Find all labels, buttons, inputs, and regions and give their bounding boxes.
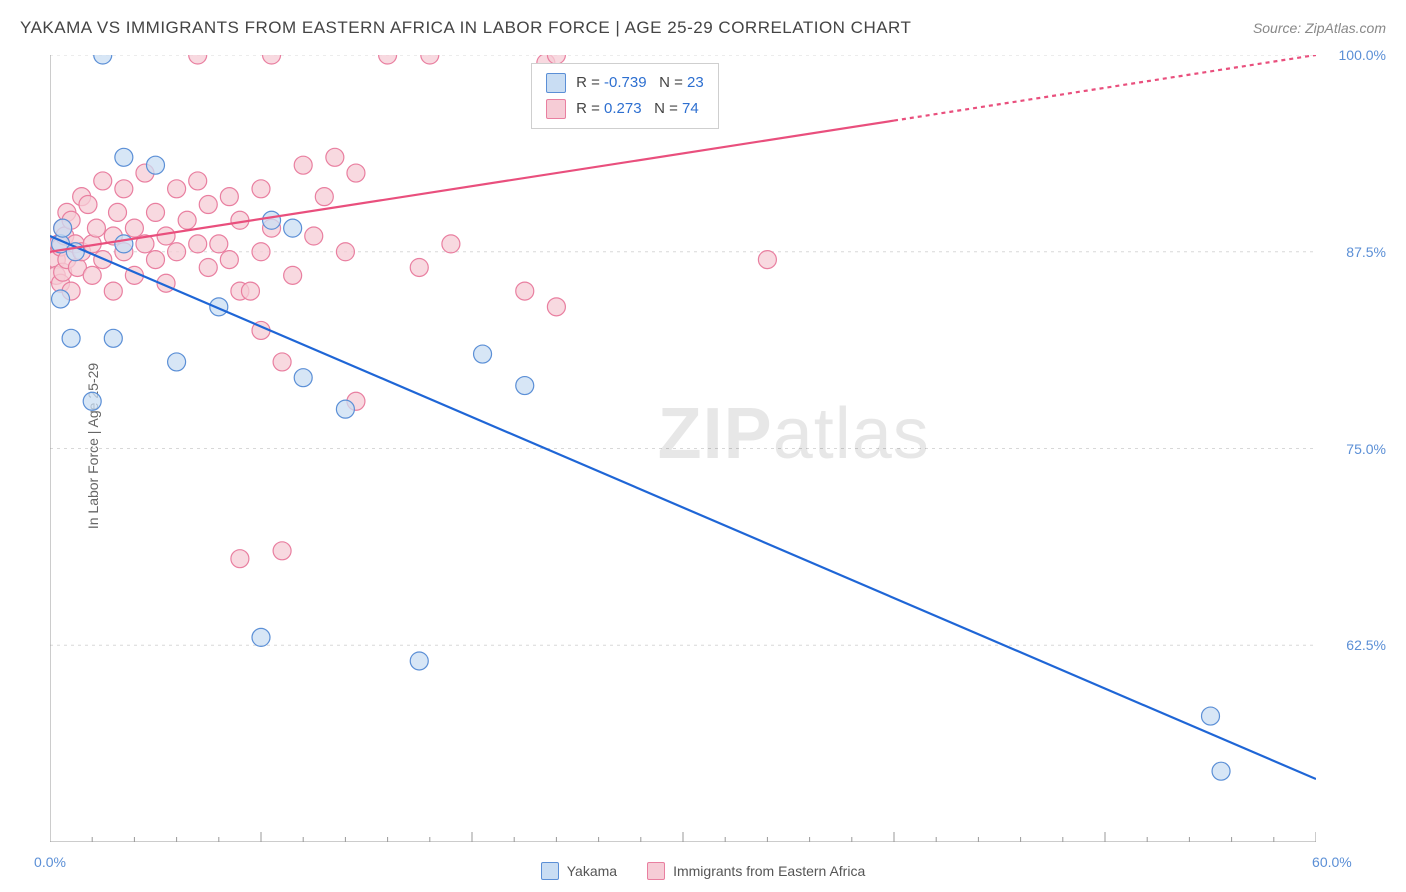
legend-item: Immigrants from Eastern Africa <box>647 862 865 880</box>
stats-row: R = -0.739 N = 23 <box>546 70 704 96</box>
chart-area: 62.5%75.0%87.5%100.0% 0.0%60.0% ZIPatlas… <box>50 55 1316 842</box>
stats-row: R = 0.273 N = 74 <box>546 96 704 122</box>
legend-swatch <box>647 862 665 880</box>
y-tick-label: 62.5% <box>1346 637 1386 653</box>
stats-text: R = 0.273 N = 74 <box>576 96 699 122</box>
stats-text: R = -0.739 N = 23 <box>576 70 704 96</box>
y-tick-label: 100.0% <box>1339 47 1386 63</box>
legend-label: Immigrants from Eastern Africa <box>673 863 865 879</box>
chart-source: Source: ZipAtlas.com <box>1253 20 1386 36</box>
chart-legend: Yakama Immigrants from Eastern Africa <box>0 862 1406 880</box>
chart-title: YAKAMA VS IMMIGRANTS FROM EASTERN AFRICA… <box>20 18 911 38</box>
stats-swatch <box>546 99 566 119</box>
legend-item: Yakama <box>541 862 617 880</box>
correlation-stats-box: R = -0.739 N = 23R = 0.273 N = 74 <box>531 63 719 129</box>
legend-swatch <box>541 862 559 880</box>
y-tick-label: 75.0% <box>1346 441 1386 457</box>
chart-header: YAKAMA VS IMMIGRANTS FROM EASTERN AFRICA… <box>0 0 1406 48</box>
scatter-plot-svg <box>50 55 1316 842</box>
y-tick-label: 87.5% <box>1346 244 1386 260</box>
stats-swatch <box>546 73 566 93</box>
legend-label: Yakama <box>567 863 617 879</box>
